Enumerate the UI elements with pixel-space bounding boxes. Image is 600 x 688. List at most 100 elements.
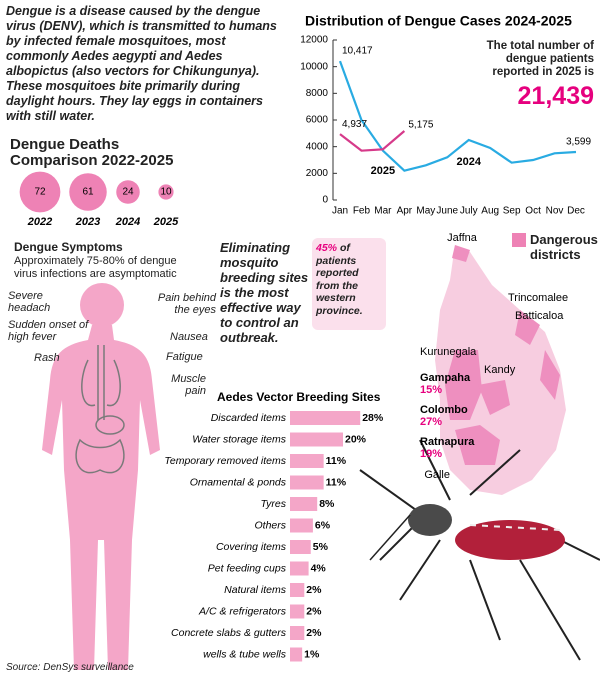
series-name: 2024 bbox=[456, 156, 481, 168]
bar bbox=[290, 626, 305, 640]
district-name: Trincomalee bbox=[508, 292, 568, 304]
annotation: The total number of dengue patients repo… bbox=[486, 40, 594, 78]
district-name: Colombo bbox=[420, 404, 468, 416]
district-share: 15% bbox=[420, 384, 442, 396]
bar bbox=[290, 604, 305, 619]
bubble bbox=[158, 184, 174, 200]
western-pct: 45% bbox=[316, 242, 338, 254]
bar bbox=[290, 540, 311, 554]
chart-title: Distribution of Dengue Cases 2024-2025 bbox=[305, 13, 572, 29]
x-tick-label: Dec bbox=[567, 206, 585, 217]
symptom-label: Nausea bbox=[170, 331, 208, 343]
category-label: Water storage items bbox=[192, 433, 287, 445]
bar bbox=[290, 454, 324, 468]
bubble-label: 61 bbox=[82, 187, 94, 198]
bubble bbox=[116, 180, 140, 204]
symptom-label: Severe headach bbox=[8, 290, 51, 314]
district-name: Kandy bbox=[484, 364, 516, 376]
series-line bbox=[339, 130, 406, 152]
x-tick-label: Jan bbox=[332, 206, 348, 217]
data-label: 4,937 bbox=[342, 119, 367, 130]
bubble-label: 24 bbox=[122, 187, 134, 198]
symptom-label: Fatigue bbox=[166, 351, 203, 363]
bar bbox=[290, 411, 361, 425]
symptom-label: Pain behind the eyes bbox=[157, 292, 216, 316]
y-tick-label: 8000 bbox=[306, 88, 329, 99]
bar bbox=[290, 561, 309, 576]
district-share: 19% bbox=[420, 448, 442, 460]
x-tick-label: Oct bbox=[525, 206, 541, 217]
x-tick-label: May bbox=[416, 206, 435, 217]
x-tick-label: Sep bbox=[503, 206, 521, 217]
symptom-label: Muscle pain bbox=[171, 373, 206, 397]
category-label: Pet feeding cups bbox=[208, 562, 287, 574]
chart-title: Aedes Vector Breeding Sites bbox=[217, 390, 381, 404]
map-shape bbox=[435, 233, 566, 495]
category-label: Covering items bbox=[216, 541, 287, 553]
data-label: 8% bbox=[319, 498, 335, 510]
map-legend: Dangerous districts bbox=[530, 232, 598, 262]
x-tick-label: Nov bbox=[546, 206, 564, 217]
organs bbox=[75, 345, 125, 474]
series-name: 2025 bbox=[371, 165, 395, 177]
y-tick-label: 2000 bbox=[306, 168, 329, 179]
data-label: 11% bbox=[326, 455, 347, 467]
intro-text: Dengue is a disease caused by the dengue… bbox=[6, 4, 277, 123]
district-share: 27% bbox=[420, 416, 442, 428]
x-tick-label: June bbox=[436, 206, 458, 217]
symptoms-note: Approximately 75-80% of dengue virus inf… bbox=[14, 255, 177, 280]
category-label: 2022 bbox=[27, 216, 52, 228]
x-tick-label: Feb bbox=[353, 206, 371, 217]
district-name: Batticaloa bbox=[515, 310, 564, 322]
y-tick-label: 12000 bbox=[300, 35, 328, 46]
bubble-label: 72 bbox=[34, 187, 46, 198]
data-label: 28% bbox=[362, 412, 384, 424]
district-name: Galle bbox=[424, 469, 450, 481]
category-label: Others bbox=[254, 519, 286, 531]
category-label: Tyres bbox=[261, 498, 287, 510]
bar bbox=[290, 475, 324, 490]
x-tick-label: July bbox=[460, 206, 478, 217]
data-label: 11% bbox=[326, 476, 347, 488]
district-name: Kurunegala bbox=[420, 346, 477, 358]
y-tick-label: 10000 bbox=[300, 61, 328, 72]
bubble bbox=[69, 173, 107, 211]
western-box: 45% of patients reported from the wester… bbox=[312, 238, 386, 330]
bar bbox=[290, 518, 313, 533]
body-figure bbox=[42, 283, 160, 670]
district-name: Ratnapura bbox=[420, 436, 475, 448]
data-label: 2% bbox=[306, 605, 322, 617]
category-label: A/C & refrigerators bbox=[198, 605, 287, 617]
symptom-label: Rash bbox=[34, 352, 60, 364]
category-label: Concrete slabs & gutters bbox=[171, 627, 287, 639]
data-label: 3,599 bbox=[566, 137, 591, 148]
annotation-value: 21,439 bbox=[517, 82, 594, 110]
western-text: of patients reported from the western pr… bbox=[316, 242, 363, 317]
series-line bbox=[338, 60, 577, 172]
x-tick-label: Aug bbox=[481, 206, 499, 217]
category-label: wells & tube wells bbox=[203, 648, 287, 660]
deaths-title: Dengue Deaths Comparison 2022-2025 bbox=[10, 136, 174, 169]
bar bbox=[290, 583, 305, 597]
data-label: 20% bbox=[345, 433, 367, 445]
category-label: Natural items bbox=[224, 584, 287, 596]
y-tick-label: 0 bbox=[322, 195, 328, 206]
category-label: 2024 bbox=[115, 216, 140, 228]
symptoms-title: Dengue Symptoms bbox=[14, 240, 123, 254]
mosquito bbox=[359, 439, 600, 661]
data-label: 5,175 bbox=[408, 120, 433, 131]
data-label: 5% bbox=[313, 541, 329, 553]
bar bbox=[290, 497, 318, 511]
data-label: 10,417 bbox=[342, 46, 373, 57]
category-label: Ornamental & ponds bbox=[190, 476, 287, 488]
data-label: 2% bbox=[306, 627, 322, 639]
data-label: 1% bbox=[304, 648, 320, 660]
data-label: 6% bbox=[315, 519, 331, 531]
x-tick-label: Apr bbox=[397, 206, 413, 217]
y-tick-label: 4000 bbox=[306, 141, 329, 152]
bar bbox=[290, 647, 303, 662]
bubble bbox=[19, 171, 61, 213]
bar bbox=[290, 432, 343, 447]
